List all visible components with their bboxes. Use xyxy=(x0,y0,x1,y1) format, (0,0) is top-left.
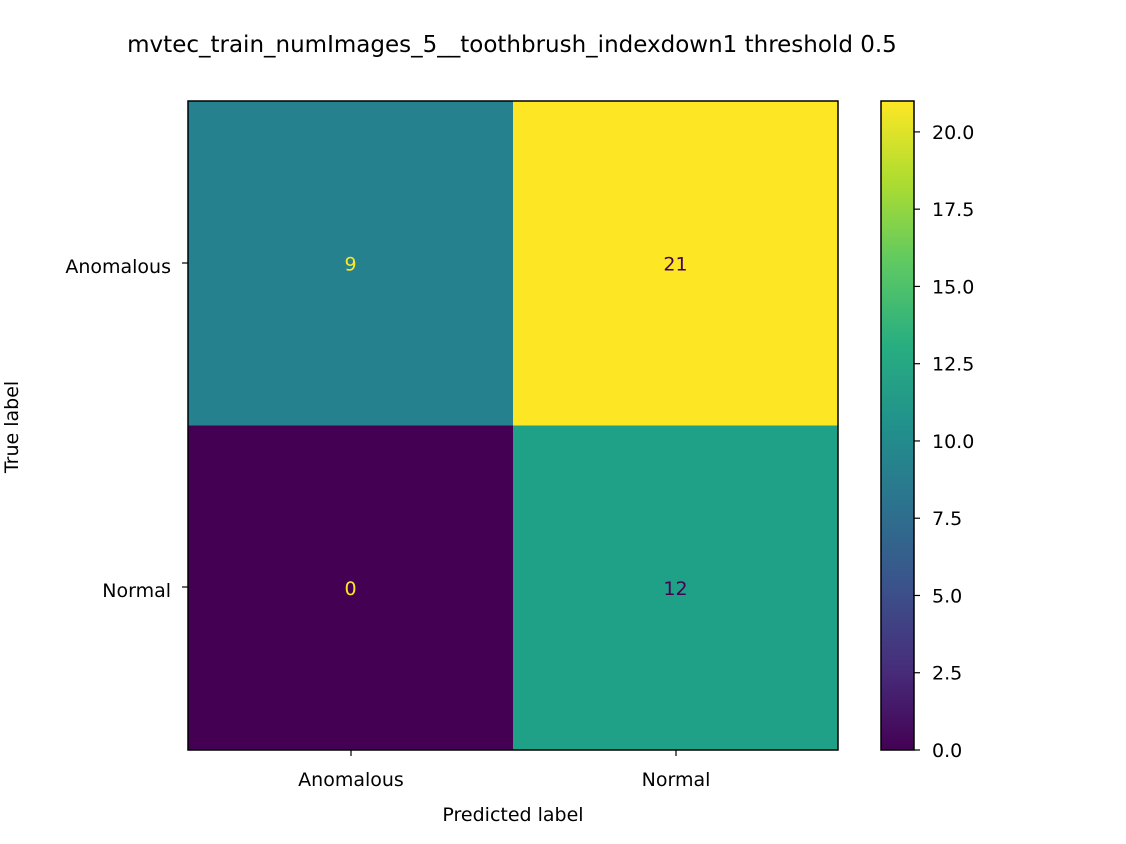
heatmap-cell xyxy=(513,425,839,751)
heatmap-cell xyxy=(188,425,514,751)
colorbar-tick-label: 17.5 xyxy=(932,199,974,221)
colorbar-ticks: 0.0 2.5 5.0 7.5 10.0 12.5 15.0 17.5 20.0 xyxy=(914,122,974,762)
x-axis: Anomalous Normal Predicted label xyxy=(298,750,710,826)
y-tick-label: Normal xyxy=(102,580,171,602)
y-axis: Anomalous Normal True label xyxy=(1,256,188,602)
colorbar-frame xyxy=(880,100,915,751)
cell-value-label: 9 xyxy=(344,253,356,275)
cell-value-label: 0 xyxy=(344,578,356,600)
chart-title: mvtec_train_numImages_5__toothbrush_inde… xyxy=(127,32,897,58)
colorbar: 0.0 2.5 5.0 7.5 10.0 12.5 15.0 17.5 20.0 xyxy=(880,100,974,762)
cell-value-label: 21 xyxy=(663,253,687,275)
colorbar-tick-label: 5.0 xyxy=(932,585,962,607)
colorbar-tick-label: 15.0 xyxy=(932,276,974,298)
colorbar-tick-label: 0.0 xyxy=(932,740,962,762)
x-tick-label: Anomalous xyxy=(298,769,404,791)
colorbar-tick-label: 20.0 xyxy=(932,122,974,144)
colorbar-tick-label: 7.5 xyxy=(932,508,962,530)
colorbar-tick-label: 12.5 xyxy=(932,354,974,376)
plot-frame xyxy=(187,100,839,751)
y-tick-label: Anomalous xyxy=(65,256,171,278)
colorbar-tick-label: 2.5 xyxy=(932,663,962,685)
x-axis-label: Predicted label xyxy=(442,804,583,826)
heatmap-cell xyxy=(188,101,514,426)
colorbar-gradient xyxy=(881,101,914,750)
heatmap-cell xyxy=(513,101,839,426)
colorbar-tick-label: 10.0 xyxy=(932,431,974,453)
x-tick-label: Normal xyxy=(642,769,711,791)
cell-value-label: 12 xyxy=(663,578,687,600)
y-axis-label: True label xyxy=(1,381,23,474)
heatmap-cells: 9 21 0 12 xyxy=(188,101,839,751)
